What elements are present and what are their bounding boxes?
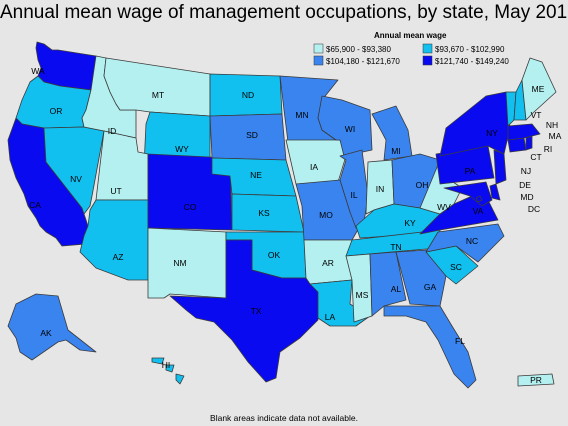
state-label-mt: MT: [152, 90, 164, 100]
state-label-wa: WA: [31, 66, 45, 76]
state-label-wi: WI: [345, 124, 355, 134]
state-label-wv: WV: [437, 202, 451, 212]
state-label-ct: CT: [530, 152, 541, 162]
state-label-ca: CA: [29, 200, 41, 210]
footnote: Blank areas indicate data not available.: [210, 413, 358, 423]
state-label-hi: HI: [162, 360, 171, 370]
state-label-al: AL: [391, 284, 402, 294]
state-label-nd: ND: [242, 90, 254, 100]
state-il[interactable]: [339, 149, 369, 229]
legend-label-bin-2: $104,180 - $121,670: [326, 57, 400, 66]
state-label-nm: NM: [173, 258, 186, 268]
state-label-ia: IA: [310, 162, 318, 172]
state-label-in: IN: [376, 184, 385, 194]
state-ut[interactable]: [95, 130, 149, 201]
legend-swatch-bin-3: [422, 55, 433, 66]
state-label-co: CO: [184, 202, 197, 212]
state-label-ma: MA: [549, 131, 562, 141]
state-label-nc: NC: [466, 236, 478, 246]
legend-label-bin-3: $121,740 - $149,240: [435, 57, 509, 66]
state-label-ks: KS: [258, 208, 270, 218]
map-title: Annual mean wage of management occupatio…: [0, 2, 568, 23]
state-label-il: IL: [350, 190, 357, 200]
state-label-mo: MO: [319, 210, 333, 220]
state-label-ny: NY: [486, 128, 498, 138]
state-label-ok: OK: [268, 250, 281, 260]
state-label-ri: RI: [544, 144, 553, 154]
legend-swatch-bin-2: [313, 55, 324, 66]
state-label-md: MD: [520, 192, 533, 202]
states-layer: [7, 41, 557, 389]
state-ma[interactable]: [507, 123, 541, 141]
state-label-id: ID: [108, 126, 117, 136]
legend-label-bin-1: $93,670 - $102,990: [435, 45, 505, 54]
state-ga[interactable]: [395, 249, 447, 307]
state-ny[interactable]: [439, 91, 511, 157]
state-me[interactable]: [521, 57, 557, 121]
state-ct[interactable]: [507, 137, 527, 153]
state-label-wy: WY: [175, 144, 189, 154]
state-label-nv: NV: [70, 174, 82, 184]
state-al[interactable]: [369, 251, 407, 317]
state-label-sd: SD: [246, 130, 258, 140]
legend-swatch-bin-0: [313, 43, 324, 54]
state-label-tn: TN: [390, 242, 401, 252]
legend-label-bin-0: $65,900 - $93,380: [326, 45, 391, 54]
state-label-la: LA: [325, 312, 336, 322]
state-label-fl: FL: [455, 336, 465, 346]
legend-title: Annual mean wage: [374, 31, 447, 40]
state-mt[interactable]: [103, 57, 211, 117]
state-wi[interactable]: [317, 95, 373, 157]
state-pr[interactable]: [517, 373, 555, 387]
state-label-or: OR: [50, 106, 63, 116]
state-label-oh: OH: [416, 180, 429, 190]
state-label-nh: NH: [546, 120, 558, 130]
state-de[interactable]: [489, 183, 501, 201]
state-label-mn: MN: [295, 110, 308, 120]
state-label-de: DE: [519, 180, 531, 190]
state-label-tx: TX: [251, 306, 262, 316]
state-ia[interactable]: [285, 139, 347, 185]
state-tx[interactable]: [169, 239, 319, 383]
state-ms[interactable]: [345, 253, 373, 323]
state-label-pr: PR: [530, 375, 542, 385]
state-ri[interactable]: [525, 135, 533, 151]
state-label-ga: GA: [424, 282, 437, 292]
state-label-nj: NJ: [521, 166, 531, 176]
state-nc[interactable]: [425, 223, 505, 263]
state-label-ak: AK: [40, 328, 52, 338]
state-dc[interactable]: [475, 195, 483, 203]
state-label-ut: UT: [110, 186, 121, 196]
state-nm[interactable]: [147, 227, 227, 299]
labels-layer: WA OR CA NV ID MT WY UT AZ CO NM ND SD NE KS OK TX MN IA MO…: [29, 66, 562, 385]
state-az[interactable]: [79, 199, 149, 281]
state-label-ms: MS: [356, 290, 369, 300]
state-label-va: VA: [473, 206, 484, 216]
state-hi[interactable]: [151, 357, 185, 385]
state-label-dc: DC: [528, 204, 540, 214]
state-nj[interactable]: [493, 149, 507, 185]
legend-swatch-bin-1: [422, 43, 433, 54]
state-label-me: ME: [532, 84, 545, 94]
legend: Annual mean wage $65,900 - $93,380 $93,6…: [313, 31, 509, 66]
state-label-ne: NE: [250, 170, 262, 180]
state-label-vt: VT: [531, 110, 542, 120]
state-label-mi: MI: [391, 146, 400, 156]
state-fl[interactable]: [383, 305, 477, 389]
state-label-sc: SC: [450, 262, 462, 272]
state-label-ar: AR: [322, 258, 334, 268]
state-label-ky: KY: [404, 218, 416, 228]
state-ak[interactable]: [7, 293, 97, 361]
state-label-az: AZ: [113, 252, 124, 262]
state-label-pa: PA: [465, 166, 476, 176]
